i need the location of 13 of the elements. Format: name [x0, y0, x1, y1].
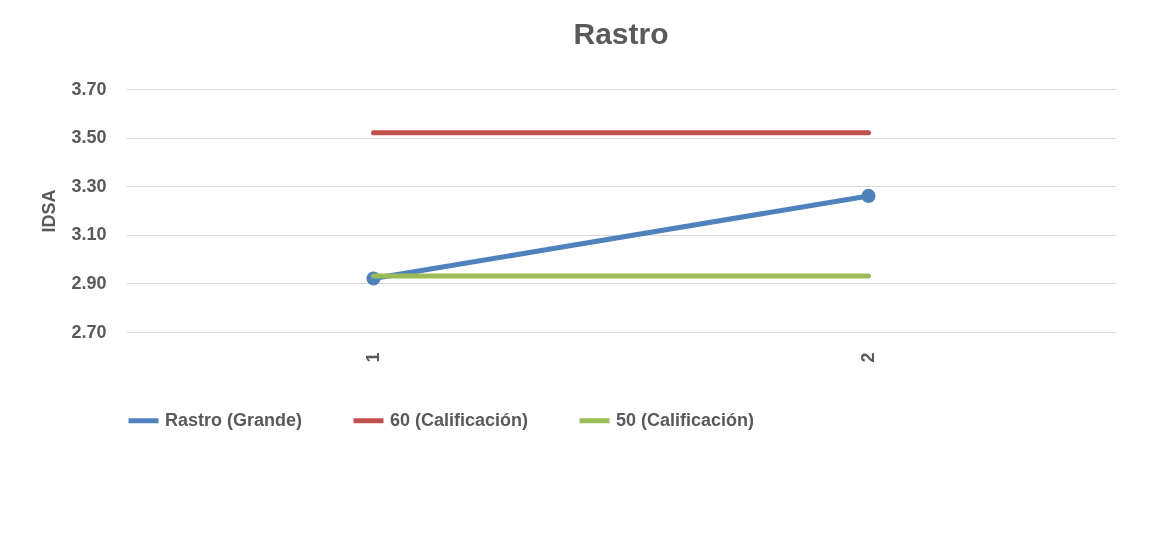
y-axis-title: IDSA: [39, 189, 60, 233]
y-tick-label: 2.70: [71, 321, 107, 342]
y-tick-label: 3.30: [71, 175, 107, 196]
chart-title: Rastro: [573, 17, 669, 50]
y-tick-label: 3.50: [71, 127, 107, 148]
legend-label: Rastro (Grande): [165, 409, 303, 430]
y-tick-label: 3.70: [71, 78, 107, 99]
legend-label: 50 (Calificación): [616, 409, 755, 430]
x-tick-label: 1: [363, 352, 383, 363]
x-tick-label: 2: [858, 352, 878, 363]
y-tick-label: 2.90: [71, 272, 107, 293]
y-tick-label: 3.10: [71, 224, 107, 245]
legend-label: 60 (Calificación): [390, 409, 529, 430]
